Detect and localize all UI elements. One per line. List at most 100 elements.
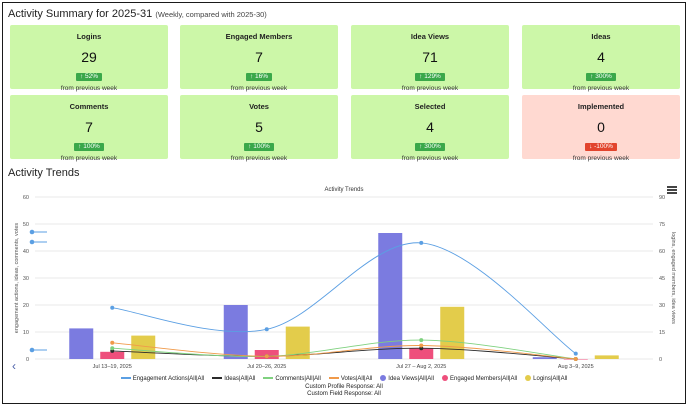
legend-swatch — [525, 375, 532, 381]
summary-title: Activity Summary for 2025-31 (Weekly, co… — [8, 8, 267, 20]
legend-item-engagement-actions[interactable]: Engagement Actions|All|All — [120, 376, 204, 382]
legend-item-votes[interactable]: Votes|All|All — [328, 376, 373, 382]
legend-label: Idea Views|All|All — [388, 376, 434, 382]
stat-card-implemented: Implemented 0 ↓ -100% from previous week — [522, 95, 680, 162]
chart-legend: Engagement Actions|All|All Ideas|All|All C… — [0, 375, 688, 382]
y-tick-right: 0 — [659, 357, 662, 363]
change-badge: ↓ -100% — [585, 143, 617, 151]
stat-footnote: from previous week — [230, 155, 288, 162]
stat-label: Logins — [76, 32, 102, 41]
point-comments — [419, 338, 424, 343]
legend-item-engaged-members[interactable]: Engaged Members|All|All — [441, 375, 518, 382]
activity-trends-chart: Activity Trends 0 10 20 30 40 50 60 0 15 30 45 60 75 9… — [14, 187, 676, 370]
hamburger-menu-icon[interactable] — [667, 186, 677, 194]
x-tick-label: Jul 13–19, 2025 — [93, 364, 132, 370]
line-engagement-actions — [112, 242, 577, 354]
chevron-left-icon[interactable]: ‹ — [12, 359, 16, 373]
change-badge: ↑ 52% — [75, 73, 103, 81]
stat-card-comments: Comments 7 ↑ 100% from previous week — [10, 95, 168, 162]
bar-logins — [594, 355, 619, 359]
stat-value: 7 — [255, 49, 263, 65]
y-tick-right: 75 — [659, 222, 665, 228]
point-votes — [110, 340, 115, 345]
y-tick-left: 60 — [23, 195, 29, 201]
legend-label: Comments|All|All — [275, 376, 321, 382]
stat-footnote: from previous week — [401, 155, 459, 162]
legend-swatch — [120, 377, 131, 379]
stat-value: 29 — [81, 49, 97, 65]
stat-card-ideas: Ideas 4 ↑ 300% from previous week — [522, 25, 680, 92]
axis-handle-dot — [29, 347, 35, 353]
y-tick-left: 0 — [26, 357, 29, 363]
summary-title-text: Activity Summary for 2025-31 — [8, 8, 153, 20]
stat-label: Implemented — [577, 102, 625, 111]
point-engagement-actions — [419, 240, 424, 245]
bar-idea-views — [378, 233, 403, 359]
y-tick-left: 40 — [23, 249, 29, 255]
bar-engaged-members — [100, 351, 125, 359]
y-tick-right: 15 — [659, 330, 665, 336]
change-badge: ↑ 300% — [415, 143, 445, 151]
stat-footnote: from previous week — [572, 85, 630, 92]
legend-label: Logins|All|All — [533, 376, 568, 382]
y-axis-label-right: logins, engaged members, idea views — [670, 232, 676, 324]
legend-swatch — [380, 375, 387, 381]
axis-handle-dot — [29, 239, 35, 245]
y-tick-left: 30 — [23, 276, 29, 282]
stat-card-votes: Votes 5 ↑ 100% from previous week — [180, 95, 338, 162]
stat-footnote: from previous week — [572, 155, 630, 162]
stat-label: Votes — [249, 102, 269, 111]
bar-logins — [131, 335, 156, 359]
legend-label: Engaged Members|All|All — [449, 376, 518, 382]
point-engagement-actions — [264, 327, 269, 332]
stat-value: 7 — [85, 119, 93, 135]
stat-value: 0 — [597, 119, 605, 135]
y-axis-label-left: engagement actions, ideas, comments, vot… — [14, 223, 20, 334]
custom-profile-caption: Custom Profile Response: All — [305, 384, 383, 390]
stat-label: Comments — [69, 102, 109, 111]
legend-item-logins[interactable]: Logins|All|All — [525, 375, 567, 382]
x-tick-label: Jul 20–26, 2025 — [247, 364, 286, 370]
stat-value: 71 — [422, 49, 438, 65]
y-tick-left: 50 — [23, 222, 29, 228]
point-votes — [419, 343, 424, 348]
legend-label: Ideas|All|All — [224, 376, 256, 382]
y-tick-left: 20 — [23, 303, 29, 309]
y-tick-right: 90 — [659, 195, 665, 201]
bar-idea-views — [532, 357, 557, 359]
stat-card-engaged-members: Engaged Members 7 ↑ 16% from previous week — [180, 25, 338, 92]
stat-value: 5 — [255, 119, 263, 135]
change-badge: ↑ 100% — [244, 143, 274, 151]
bar-idea-views — [69, 328, 94, 359]
y-tick-right: 60 — [659, 249, 665, 255]
y-tick-right: 45 — [659, 276, 665, 282]
stat-label: Engaged Members — [225, 32, 293, 41]
y-tick-right: 30 — [659, 303, 665, 309]
point-engagement-actions — [573, 351, 578, 356]
bar-engaged-members — [409, 348, 434, 359]
legend-item-comments[interactable]: Comments|All|All — [263, 376, 321, 382]
trends-heading: Activity Trends — [8, 167, 80, 179]
legend-swatch — [212, 377, 223, 379]
legend-item-ideas[interactable]: Ideas|All|All — [212, 376, 255, 382]
change-badge: ↑ 129% — [415, 73, 445, 81]
stat-footnote: from previous week — [60, 155, 118, 162]
legend-swatch — [441, 375, 448, 381]
x-tick-label: Aug 3–9, 2025 — [558, 364, 594, 370]
stat-card-logins: Logins 29 ↑ 52% from previous week — [10, 25, 168, 92]
change-badge: ↑ 300% — [586, 73, 616, 81]
bar-logins — [440, 306, 465, 359]
stat-footnote: from previous week — [60, 85, 118, 92]
custom-field-caption: Custom Field Response: All — [307, 391, 381, 397]
y-tick-left: 10 — [23, 330, 29, 336]
chart-title: Activity Trends — [324, 187, 363, 193]
line-ideas — [112, 347, 576, 360]
summary-subtitle: (Weekly, compared with 2025-30) — [155, 10, 267, 19]
legend-label: Votes|All|All — [340, 376, 373, 382]
change-badge: ↑ 16% — [245, 73, 273, 81]
stat-value: 4 — [426, 119, 434, 135]
legend-item-idea-views[interactable]: Idea Views|All|All — [380, 375, 434, 382]
stat-card-idea-views: Idea Views 71 ↑ 129% from previous week — [351, 25, 509, 92]
point-votes — [573, 357, 578, 361]
